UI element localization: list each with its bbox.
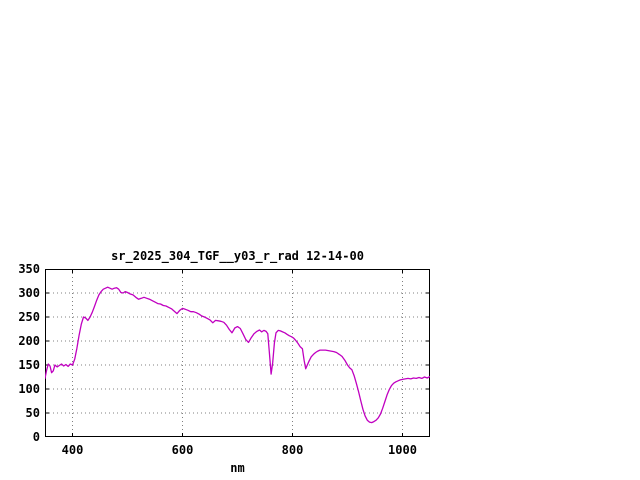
plot-area: [45, 269, 430, 437]
x-tick-label: 400: [61, 443, 84, 457]
plot-border: [45, 269, 430, 437]
y-tick-label: 0: [32, 430, 40, 444]
y-tick-label: 300: [18, 286, 40, 300]
chart-title: sr_2025_304_TGF__y03_r_rad 12-14-00: [111, 249, 364, 263]
y-tick-label: 150: [18, 358, 40, 372]
x-tick-label: 1000: [388, 443, 417, 457]
series-line: [45, 286, 430, 424]
y-tick-label: 200: [18, 334, 40, 348]
x-tick-label: 600: [171, 443, 194, 457]
x-tick-label: 800: [281, 443, 304, 457]
x-axis-title: nm: [230, 461, 245, 475]
y-tick-label: 50: [25, 406, 40, 420]
y-tick-label: 100: [18, 382, 40, 396]
y-tick-label: 350: [18, 262, 40, 276]
plot-box: [45, 269, 430, 437]
y-tick-label: 250: [18, 310, 40, 324]
